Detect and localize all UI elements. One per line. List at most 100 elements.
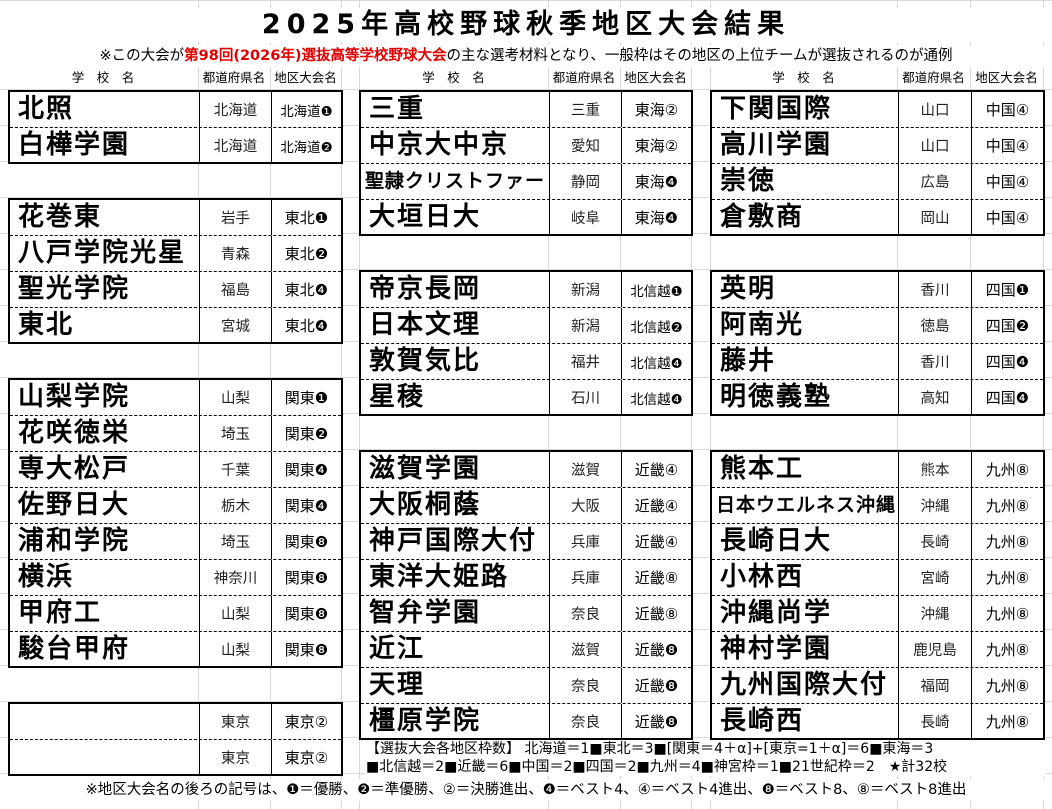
school-name: 橿原学院 <box>361 704 550 739</box>
table-row: 智弁学園 奈良 近畿⑧ <box>361 596 691 632</box>
table-row: 花巻東 岩手 東北❶ <box>10 200 341 236</box>
table-row: 大垣日大 岐阜 東海❹ <box>361 200 691 235</box>
region-result: 九州⑧ <box>985 533 1030 551</box>
region-result: 北信越❹ <box>630 355 683 372</box>
school-name: 沖縄尚学 <box>712 596 899 631</box>
prefecture: 山口 <box>899 128 972 163</box>
prefecture: 滋賀 <box>550 452 622 487</box>
region-result: 九州⑧ <box>985 497 1030 515</box>
prefecture: 兵庫 <box>550 560 622 595</box>
region-block: 英明 香川 四国❶ 阿南光 徳島 四国❷ 藤井 香川 四国❹ 明徳義塾 高知 四国❹ <box>710 270 1045 416</box>
table-row: 天理 奈良 近畿❽ <box>361 668 691 704</box>
prefecture: 高知 <box>899 380 972 415</box>
region-result: 東京② <box>284 749 329 767</box>
region-result: 四国❹ <box>985 389 1030 407</box>
column-header-school: 学 校 名 <box>772 70 835 85</box>
region-result: 東海❹ <box>634 209 679 227</box>
region-result: 近畿④ <box>634 461 679 479</box>
legend-footer: ※地区大会名の後ろの記号は、❶＝優勝、❷＝準優勝、②＝決勝進出、❹＝ベスト4、④… <box>0 779 1052 801</box>
school-name: 崇徳 <box>712 164 899 199</box>
subtitle-highlight: 第98回(2026年)選抜高等学校野球大会 <box>184 48 447 64</box>
table-row: 下関国際 山口 中国④ <box>712 92 1043 128</box>
region-result: 近畿④ <box>634 497 679 515</box>
school-name: 帝京長岡 <box>361 272 550 307</box>
prefecture: 岐阜 <box>550 200 622 235</box>
region-block: 下関国際 山口 中国④ 高川学園 山口 中国④ 崇徳 広島 中国④ 倉敷商 岡山 中国④ <box>710 90 1045 236</box>
region-result: 関東❽ <box>284 569 329 587</box>
school-name: 明徳義塾 <box>712 380 899 415</box>
school-name: 倉敷商 <box>712 200 899 235</box>
prefecture: 沖縄 <box>899 488 972 523</box>
column-header-region: 地区大会名 <box>274 70 337 85</box>
column-header-prefecture: 都道府県名 <box>552 70 616 85</box>
region-result: 近畿⑧ <box>634 569 679 587</box>
region-result: 近畿⑧ <box>634 605 679 623</box>
table-row: 浦和学院 埼玉 関東❽ <box>10 524 341 560</box>
table-row: 大阪桐蔭 大阪 近畿④ <box>361 488 691 524</box>
school-name: 神村学園 <box>712 632 899 667</box>
prefecture: 埼玉 <box>200 416 272 451</box>
region-result: 東海❹ <box>634 173 679 191</box>
region-result: 九州⑧ <box>985 641 1030 659</box>
school-name: 東洋大姫路 <box>361 560 550 595</box>
school-name <box>10 704 200 739</box>
column-header-school: 学 校 名 <box>422 70 485 85</box>
prefecture: 岩手 <box>200 200 272 235</box>
region-result: 関東❶ <box>284 389 329 407</box>
table-row: 倉敷商 岡山 中国④ <box>712 200 1043 235</box>
region-block: 山梨学院 山梨 関東❶ 花咲徳栄 埼玉 関東❷ 専大松戸 千葉 関東❹ 佐野日大 栃木 関東❹ 浦和学院… <box>8 378 343 668</box>
prefecture: 長崎 <box>899 704 972 739</box>
prefecture: 静岡 <box>550 164 622 199</box>
prefecture: 栃木 <box>200 488 272 523</box>
prefecture: 広島 <box>899 164 972 199</box>
school-name: 高川学園 <box>712 128 899 163</box>
prefecture: 東京 <box>200 704 272 739</box>
column-header-row: 学 校 名 都道府県名 地区大会名 <box>710 68 1043 88</box>
table-row: 滋賀学園 滋賀 近畿④ <box>361 452 691 488</box>
school-name: 花巻東 <box>10 200 200 235</box>
prefecture: 福島 <box>200 272 272 307</box>
school-name: 北照 <box>10 92 200 127</box>
school-name: 聖隷クリストファー <box>361 164 550 199</box>
quota-note-line2: ■北信越＝2■近畿＝6■中国＝2■四国＝2■九州＝4■神宮枠＝1■21世紀枠＝2… <box>366 759 948 775</box>
school-name: 小林西 <box>712 560 899 595</box>
table-row: 白樺学園 北海道 北海道❷ <box>10 128 341 163</box>
region-block: 北照 北海道 北海道❶ 白樺学園 北海道 北海道❷ <box>8 90 343 164</box>
table-row: 東京 東京② <box>10 740 341 775</box>
column-header-prefecture: 都道府県名 <box>202 70 266 85</box>
region-block: 三重 三重 東海② 中京大中京 愛知 東海② 聖隷クリストファー 静岡 東海❹ 大垣日大 岐阜 東海❹ <box>359 90 693 236</box>
table-row: 日本文理 新潟 北信越❷ <box>361 308 691 344</box>
prefecture: 東京 <box>200 740 272 775</box>
school-name: 藤井 <box>712 344 899 379</box>
quota-note: 【選抜大会各地区枠数】 北海道＝1■東北＝3■[関東＝4＋α]+[東京=1＋α]… <box>366 740 1046 776</box>
school-name: 専大松戸 <box>10 452 200 487</box>
region-result: 九州⑧ <box>985 713 1030 731</box>
table-row: 熊本工 熊本 九州⑧ <box>712 452 1043 488</box>
region-result: 北信越❷ <box>630 319 683 336</box>
table-row: 敦賀気比 福井 北信越❹ <box>361 344 691 380</box>
school-name: 下関国際 <box>712 92 899 127</box>
region-result: 東北❹ <box>284 317 329 335</box>
school-name: 大垣日大 <box>361 200 550 235</box>
school-name: 敦賀気比 <box>361 344 550 379</box>
subtitle: ※この大会が第98回(2026年)選抜高等学校野球大会の主な選考材料となり、一般… <box>0 45 1052 67</box>
school-name: 佐野日大 <box>10 488 200 523</box>
region-result: 四国❶ <box>985 281 1030 299</box>
school-name <box>10 740 200 775</box>
region-result: 東京② <box>284 713 329 731</box>
school-name: 英明 <box>712 272 899 307</box>
table-row: 花咲徳栄 埼玉 関東❷ <box>10 416 341 452</box>
table-row: 高川学園 山口 中国④ <box>712 128 1043 164</box>
table-row: 長崎西 長崎 九州⑧ <box>712 704 1043 739</box>
column-header-school: 学 校 名 <box>71 70 135 85</box>
prefecture: 兵庫 <box>550 524 622 559</box>
prefecture: 青森 <box>200 236 272 271</box>
school-name: 熊本工 <box>712 452 899 487</box>
school-name: 阿南光 <box>712 308 899 343</box>
table-row: 沖縄尚学 沖縄 九州⑧ <box>712 596 1043 632</box>
prefecture: 山口 <box>899 92 972 127</box>
prefecture: 沖縄 <box>899 596 972 631</box>
table-row: 藤井 香川 四国❹ <box>712 344 1043 380</box>
subtitle-pre: ※この大会が <box>99 48 185 64</box>
prefecture: 埼玉 <box>200 524 272 559</box>
